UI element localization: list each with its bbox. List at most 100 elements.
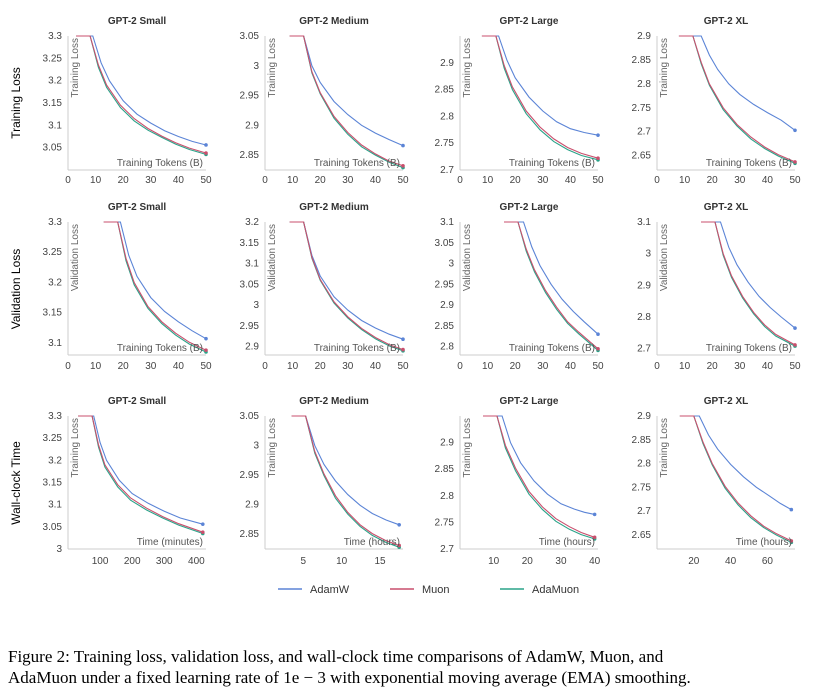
y-tick-label: 2.65: [632, 151, 652, 162]
x-tick-label: 20: [707, 175, 719, 186]
y-tick-label: 3.15: [43, 478, 63, 489]
series-end-marker: [204, 336, 208, 341]
y-axis-label: Training Loss: [462, 38, 473, 98]
y-tick-label: 2.8: [637, 79, 651, 90]
y-axis-label: Training Loss: [462, 418, 473, 478]
y-axis-label: Training Loss: [70, 418, 81, 478]
y-tick-label: 3.3: [48, 217, 62, 228]
y-axis-label: Training Loss: [659, 418, 670, 478]
series-end-marker: [789, 539, 794, 543]
subplot-title: GPT-2 Small: [108, 202, 167, 213]
y-tick-label: 2.9: [637, 280, 651, 291]
series-end-marker: [789, 507, 794, 512]
x-tick-label: 10: [287, 175, 299, 186]
subplot-title: GPT-2 Medium: [299, 396, 369, 407]
caption-line-2: AdaMuon under a fixed learning rate of 1…: [8, 668, 691, 687]
y-tick-label: 3.2: [48, 76, 62, 87]
y-tick-label: 2.9: [245, 342, 259, 353]
y-tick-label: 2.7: [637, 344, 651, 355]
x-tick-label: 10: [482, 361, 494, 372]
x-tick-label: 0: [457, 361, 463, 372]
y-tick-label: 3.3: [48, 31, 62, 42]
y-tick-label: 2.95: [240, 470, 260, 481]
legend-label: Muon: [422, 584, 450, 596]
y-tick-label: 2.85: [435, 464, 455, 475]
y-tick-label: 2.85: [632, 435, 652, 446]
x-tick-label: 30: [537, 361, 549, 372]
y-tick-label: 3.15: [43, 98, 63, 109]
series-end-marker: [596, 133, 600, 137]
x-tick-label: 60: [762, 556, 774, 567]
series-end-marker: [204, 348, 208, 352]
x-axis-label: Training Tokens (B): [509, 343, 595, 354]
legend-item-muon: Muon: [390, 584, 450, 596]
x-tick-label: 40: [762, 175, 774, 186]
y-tick-label: 3: [253, 61, 259, 72]
y-tick-label: 2.85: [240, 529, 260, 540]
series-line-muon: [289, 35, 404, 167]
legend-item-adamw: AdamW: [278, 584, 350, 596]
series-end-marker: [592, 535, 597, 540]
series-line-adamw: [106, 221, 207, 340]
subplot-title: GPT-2 Small: [108, 396, 167, 407]
row-label: Training Loss: [9, 67, 23, 139]
y-axis-label: Validation Loss: [70, 224, 81, 291]
x-tick-label: 40: [173, 361, 185, 372]
y-tick-label: 2.9: [637, 31, 651, 42]
x-axis-label: Time (hours): [344, 537, 400, 548]
series-line-adamw: [509, 221, 599, 335]
y-tick-label: 2.75: [435, 138, 455, 149]
x-axis-label: Training Tokens (B): [706, 343, 792, 354]
x-tick-label: 0: [457, 175, 463, 186]
series-end-marker: [596, 346, 600, 351]
y-tick-label: 2.7: [637, 506, 651, 517]
x-tick-label: 10: [336, 556, 348, 567]
y-tick-label: 2.9: [637, 411, 651, 422]
series-line-adamuon: [678, 35, 796, 164]
x-tick-label: 5: [301, 556, 307, 567]
x-tick-label: 50: [397, 175, 409, 186]
x-tick-label: 30: [145, 175, 157, 186]
y-tick-label: 3.05: [43, 522, 63, 533]
series-line-adamuon: [289, 35, 404, 169]
series-line-adamw: [289, 35, 404, 147]
x-tick-label: 10: [287, 361, 299, 372]
y-tick-label: 3.15: [43, 308, 63, 319]
x-tick-label: 40: [173, 175, 185, 186]
x-tick-label: 50: [592, 175, 604, 186]
x-axis-label: Training Tokens (B): [509, 158, 595, 169]
series-line-muon: [679, 415, 792, 542]
y-tick-label: 3.25: [43, 247, 63, 258]
x-tick-label: 20: [707, 361, 719, 372]
subplot-title: GPT-2 Medium: [299, 16, 369, 27]
series-end-marker: [204, 151, 208, 155]
subplot-4: GPT-2 Small 3.1 3.15 3.2 3.25 3.3 0 10 20 30 40 50 V…: [43, 202, 212, 372]
y-tick-label: 2.85: [240, 150, 260, 161]
y-tick-label: 2.9: [245, 120, 259, 131]
y-tick-label: 2.8: [637, 312, 651, 323]
x-tick-label: 30: [734, 175, 746, 186]
series-line-muon: [291, 415, 400, 547]
y-axis-label: Validation Loss: [267, 224, 278, 291]
series-line-adamw: [687, 35, 796, 131]
y-tick-label: 2.7: [440, 544, 454, 555]
y-tick-label: 3.05: [240, 279, 260, 290]
x-tick-label: 0: [262, 361, 268, 372]
y-tick-label: 3.05: [43, 143, 63, 154]
y-tick-label: 2.9: [245, 500, 259, 511]
x-tick-label: 400: [188, 556, 205, 567]
series-end-marker: [397, 522, 401, 527]
series-line-adamw: [685, 415, 792, 511]
x-tick-label: 10: [90, 175, 102, 186]
subplot-8: GPT-2 Small 3 3.05 3.1 3.15 3.2 3.25 3.3 100 200 3…: [43, 396, 206, 567]
y-tick-label: 3.05: [435, 238, 455, 249]
series-line-adamw: [291, 415, 400, 526]
y-tick-label: 3: [253, 441, 259, 452]
series-line-muon: [701, 221, 796, 346]
subplot-7: GPT-2 XL 2.7 2.8 2.9 3 3.1 0 10 20 30 40 50 Validati…: [637, 202, 801, 372]
x-tick-label: 40: [565, 361, 577, 372]
legend-item-adamuon: AdaMuon: [500, 584, 579, 596]
series-line-adamuon: [78, 415, 203, 535]
x-tick-label: 50: [397, 361, 409, 372]
